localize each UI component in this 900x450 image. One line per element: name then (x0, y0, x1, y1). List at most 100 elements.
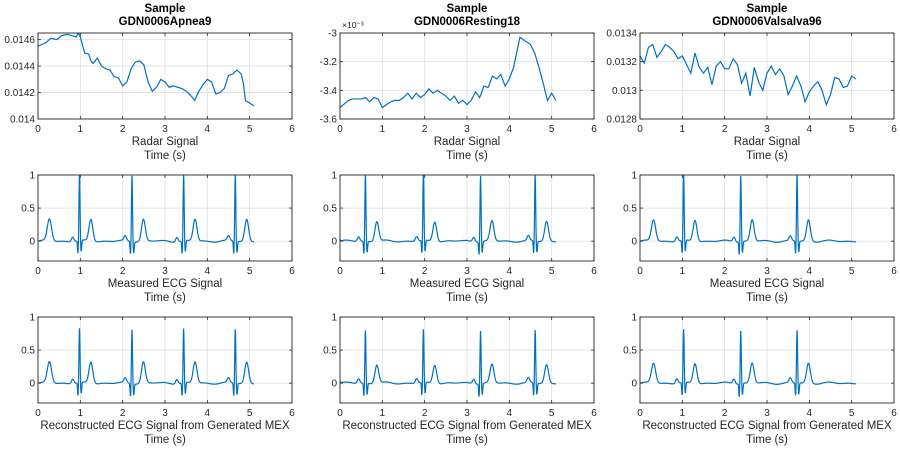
x-tick-label: 0 (35, 124, 41, 135)
signal-label: Reconstructed ECG Signal from Generated … (40, 420, 290, 432)
x-tick-label: 3 (764, 124, 770, 135)
x-tick-label: 2 (120, 408, 126, 419)
signal-label: Reconstructed ECG Signal from Generated … (642, 420, 892, 432)
series-line (38, 175, 254, 254)
x-tick-label: 2 (120, 124, 126, 135)
x-tick-label: 1 (380, 408, 386, 419)
x-axis-label: Time (s) (144, 434, 186, 446)
x-tick-label: 4 (507, 124, 513, 135)
x-tick-label: 1 (380, 124, 386, 135)
x-tick-label: 1 (380, 266, 386, 277)
subplot-0-0: 0 1 2 3 4 5 6 0.014 0.0142 0.0144 0.0146 SampleGDN0… (4, 3, 295, 162)
x-tick-label: 6 (591, 408, 597, 419)
series-line (640, 43, 857, 107)
x-axis-label: Time (s) (746, 150, 788, 162)
x-tick-label: 6 (891, 124, 897, 135)
y-tick-label: 0.5 (623, 204, 637, 215)
y-tick-label: 0.0134 (606, 29, 637, 40)
series-line (640, 329, 856, 397)
x-tick-label: 4 (507, 266, 513, 277)
series-line (640, 175, 856, 255)
subplot-1-1: 0 1 2 3 4 5 6 0 0.5 1 Measured ECG Signal Time (s) (323, 171, 597, 305)
x-tick-label: 2 (722, 408, 728, 419)
x-tick-label: 5 (849, 408, 855, 419)
x-axis-label: Time (s) (746, 434, 788, 446)
y-tick-label: 0.0128 (606, 115, 637, 126)
x-tick-label: 5 (549, 266, 555, 277)
x-tick-label: 6 (289, 124, 295, 135)
x-tick-label: 0 (637, 124, 643, 135)
x-tick-label: 6 (891, 266, 897, 277)
x-tick-label: 4 (205, 266, 211, 277)
subplot-title-line1: Sample (447, 3, 488, 15)
x-axis-label: Time (s) (746, 292, 788, 304)
x-tick-label: 0 (637, 266, 643, 277)
x-tick-label: 5 (849, 124, 855, 135)
x-tick-label: 0 (337, 124, 343, 135)
y-tick-label: 1 (631, 171, 637, 182)
x-axis-label: Time (s) (144, 150, 186, 162)
subplot-0-1: 0 1 2 3 4 5 6 -3.6 -3.4 -3.2 -3 ×10⁻³ SampleGDN0006R… (320, 3, 597, 162)
y-tick-label: 0.0146 (4, 35, 35, 46)
y-tick-label: 0.5 (21, 346, 35, 357)
x-tick-label: 3 (464, 266, 470, 277)
x-tick-label: 5 (549, 408, 555, 419)
y-tick-label: 0 (29, 379, 35, 390)
y-tick-label: 0.5 (623, 346, 637, 357)
subplot-title-line1: Sample (145, 3, 186, 15)
x-tick-label: 3 (764, 266, 770, 277)
x-tick-label: 6 (891, 408, 897, 419)
x-tick-label: 1 (680, 266, 686, 277)
subplot-title-line1: Sample (747, 3, 788, 15)
x-tick-label: 3 (162, 408, 168, 419)
x-tick-label: 2 (422, 408, 428, 419)
x-tick-label: 6 (591, 266, 597, 277)
x-tick-label: 4 (807, 266, 813, 277)
x-tick-label: 2 (120, 266, 126, 277)
signal-label: Measured ECG Signal (710, 278, 824, 290)
y-tick-label: 1 (331, 171, 337, 182)
x-tick-label: 5 (247, 266, 253, 277)
x-tick-label: 0 (35, 408, 41, 419)
subplot-title-line2: GDN0006Valsalva96 (712, 16, 821, 28)
x-axis-label: Time (s) (446, 292, 488, 304)
y-tick-label: 0 (331, 379, 337, 390)
x-axis-label: Time (s) (446, 434, 488, 446)
x-tick-label: 4 (507, 408, 513, 419)
signal-label: Reconstructed ECG Signal from Generated … (342, 420, 592, 432)
y-tick-label: 0.5 (323, 346, 337, 357)
x-tick-label: 5 (247, 124, 253, 135)
x-tick-label: 6 (591, 124, 597, 135)
y-tick-label: 0.5 (323, 204, 337, 215)
y-tick-label: 0.0142 (4, 88, 35, 99)
y-tick-label: -3.6 (320, 115, 338, 126)
y-tick-label: 0.0144 (4, 62, 35, 73)
x-tick-label: 1 (680, 124, 686, 135)
series-line (38, 33, 255, 107)
series-line (38, 328, 254, 397)
x-tick-label: 4 (205, 124, 211, 135)
y-tick-label: 0.013 (612, 86, 637, 97)
x-tick-label: 6 (289, 408, 295, 419)
y-tick-label: -3.4 (320, 86, 338, 97)
x-tick-label: 6 (289, 266, 295, 277)
y-tick-label: 1 (631, 313, 637, 324)
x-tick-label: 2 (422, 124, 428, 135)
signal-label: Radar Signal (734, 136, 800, 148)
series-line (340, 36, 557, 109)
y-tick-label: 0 (631, 379, 637, 390)
y-tick-label: 1 (29, 171, 35, 182)
signal-label: Measured ECG Signal (410, 278, 524, 290)
x-tick-label: 3 (464, 124, 470, 135)
y-tick-label: -3.2 (320, 57, 338, 68)
y-tick-label: 1 (29, 313, 35, 324)
subplot-0-2: 0 1 2 3 4 5 6 0.0128 0.013 0.0132 0.0134 SampleGDN0… (606, 3, 897, 162)
x-tick-label: 1 (78, 266, 84, 277)
x-axis-label: Time (s) (144, 292, 186, 304)
x-tick-label: 1 (680, 408, 686, 419)
x-tick-label: 5 (549, 124, 555, 135)
y-tick-label: 0.5 (21, 204, 35, 215)
signal-label: Radar Signal (132, 136, 198, 148)
